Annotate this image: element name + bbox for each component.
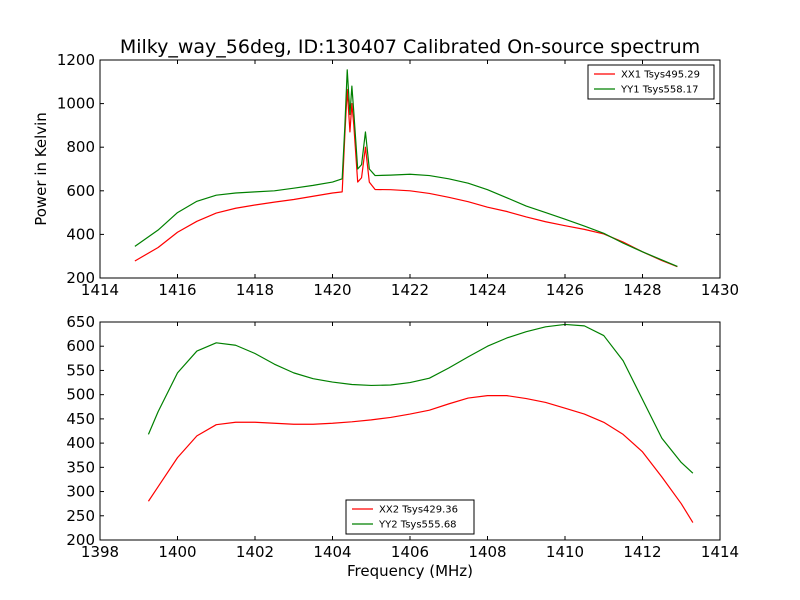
- series-line-2-1: [147, 395, 694, 523]
- y-tick-label: 250: [66, 507, 95, 525]
- y-tick-label: 600: [66, 182, 95, 200]
- y-tick-label: 1200: [57, 51, 95, 69]
- bottom-spectrum-plot: 1398 1400 1402 1404 1406 1408 1410 1412 1414 200 2…: [66, 313, 739, 580]
- x-tick-label: 1404: [313, 543, 351, 561]
- y-tick-label: 500: [66, 386, 95, 404]
- x-tick-label: 1422: [391, 281, 429, 299]
- series-line-2-2: [147, 323, 694, 474]
- x-axis-label: Frequency (MHz): [347, 562, 473, 580]
- x-tick-label: 1408: [468, 543, 506, 561]
- x-tick-label: 1424: [468, 281, 506, 299]
- legend-label: YY1 Tsys558.17: [620, 85, 699, 96]
- x-tick-label: 1398: [81, 543, 119, 561]
- y-tick-label: 600: [66, 337, 95, 355]
- x-tick-label: 1426: [546, 281, 584, 299]
- series-line-1-2: [134, 69, 678, 268]
- legend-label: XX2 Tsys429.36: [379, 505, 458, 516]
- legend-box: [345, 499, 475, 535]
- x-tick-label: 1412: [623, 543, 661, 561]
- x-tick-label: 1400: [158, 543, 196, 561]
- x-tick-label: 1428: [623, 281, 661, 299]
- x-tick-label: 1416: [158, 281, 196, 299]
- legend-box: [587, 64, 715, 100]
- y-tick-label: 300: [66, 483, 95, 501]
- x-tick-label: 1418: [236, 281, 274, 299]
- y-tick-label: 450: [66, 410, 95, 428]
- y-tick-label: 400: [66, 434, 95, 452]
- legend: XX2 Tsys429.36 YY2 Tsys555.68: [345, 499, 475, 535]
- legend-label: YY2 Tsys555.68: [378, 520, 457, 531]
- x-tick-label: 1420: [313, 281, 351, 299]
- y-axis-label: Power in Kelvin: [32, 112, 50, 226]
- legend-label: XX1 Tsys495.29: [621, 70, 700, 81]
- x-tick-label: 1430: [701, 281, 739, 299]
- y-tick-label: 650: [66, 313, 95, 331]
- y-tick-label: 800: [66, 138, 95, 156]
- y-tick-label: 200: [66, 269, 95, 287]
- y-tick-label: 200: [66, 531, 95, 549]
- x-tick-label: 1406: [391, 543, 429, 561]
- legend: XX1 Tsys495.29 YY1 Tsys558.17: [587, 64, 715, 100]
- x-tick-label: 1410: [546, 543, 584, 561]
- series-line-1-1: [134, 88, 678, 268]
- x-tick-label: 1402: [236, 543, 274, 561]
- chart-title: Milky_way_56deg, ID:130407 Calibrated On…: [120, 36, 700, 58]
- top-spectrum-plot: 1414 1416 1418 1420 1422 1424 1426 1428 1430 200 4…: [32, 51, 739, 299]
- x-tick-label: 1414: [81, 281, 119, 299]
- y-tick-label: 400: [66, 225, 95, 243]
- x-tick-label: 1414: [701, 543, 739, 561]
- y-tick-label: 550: [66, 361, 95, 379]
- y-tick-label: 350: [66, 458, 95, 476]
- y-tick-label: 1000: [57, 95, 95, 113]
